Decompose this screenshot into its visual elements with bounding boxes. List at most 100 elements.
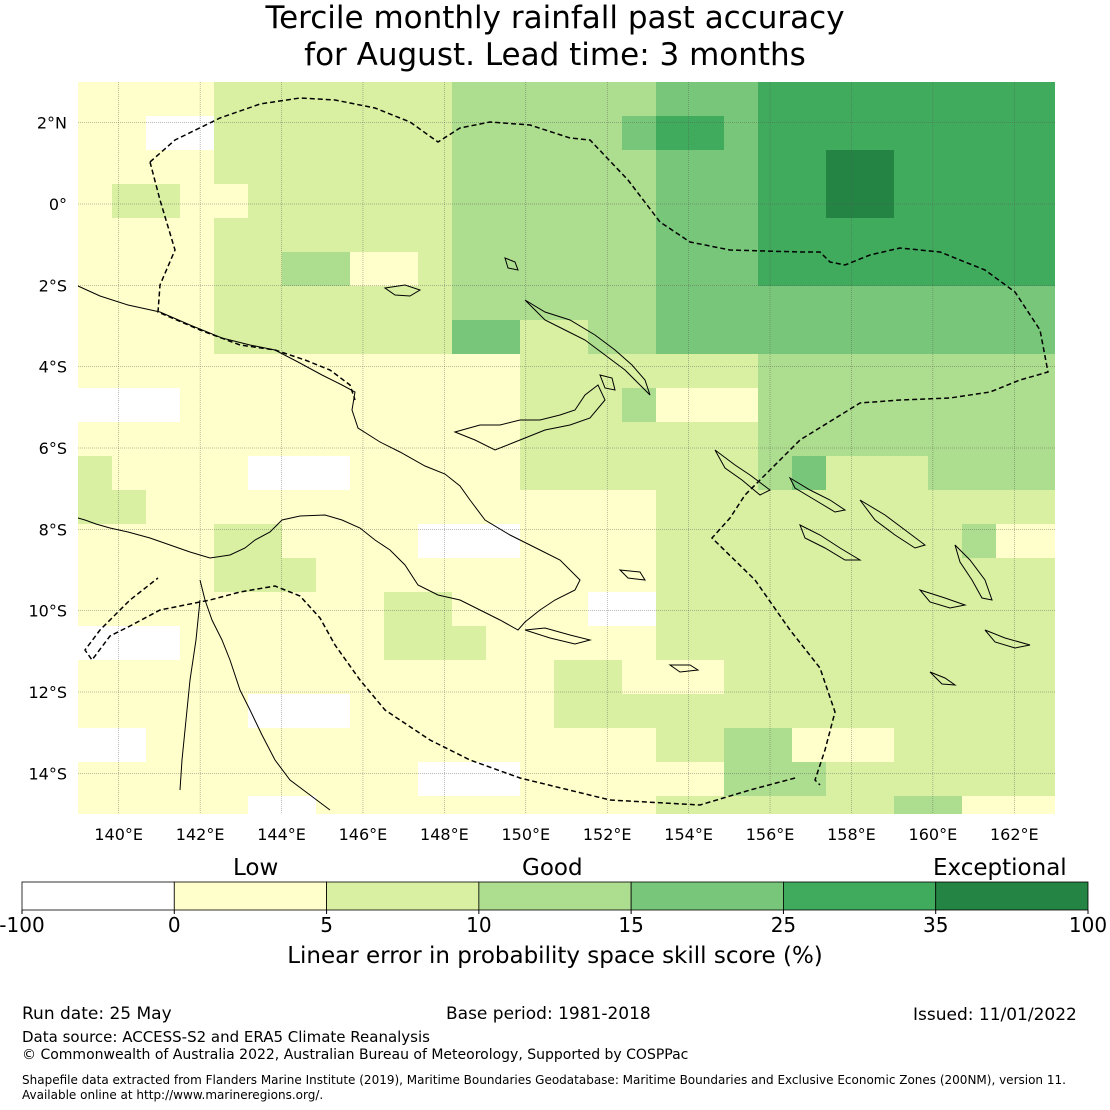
skill-cell <box>588 116 622 150</box>
colorbar-segment <box>326 881 480 911</box>
skill-cell <box>248 116 282 150</box>
skill-cell <box>690 490 724 524</box>
skill-cell <box>316 728 350 762</box>
skill-cell <box>860 252 894 286</box>
skill-cell <box>622 252 656 286</box>
skill-cell <box>214 252 248 286</box>
skill-cell <box>928 150 962 184</box>
base-period: Base period: 1981-2018 <box>446 1004 651 1024</box>
skill-cell <box>520 184 554 218</box>
skill-cell <box>146 354 180 388</box>
skill-cell <box>826 524 860 558</box>
skill-cell <box>112 82 146 116</box>
skill-cell <box>928 762 962 796</box>
skill-cell <box>588 320 622 354</box>
skill-cell <box>962 524 996 558</box>
skill-cell <box>180 422 214 456</box>
skill-cell <box>418 252 452 286</box>
skill-cell <box>588 456 622 490</box>
skill-cell <box>248 762 282 796</box>
latitude-tick-label: 4°S <box>39 358 67 377</box>
skill-cell <box>350 626 384 660</box>
skill-cell <box>588 524 622 558</box>
skill-cell <box>384 388 418 422</box>
skill-cell <box>792 728 826 762</box>
longitude-tick-label: 160°E <box>909 825 958 844</box>
skill-cell <box>826 388 860 422</box>
skill-cell <box>384 796 418 814</box>
skill-cell <box>996 82 1030 116</box>
skill-cell <box>248 150 282 184</box>
skill-cell <box>792 320 826 354</box>
skill-cell <box>1030 694 1055 728</box>
coastline-cape-york <box>199 579 331 811</box>
skill-cell <box>282 456 316 490</box>
skill-cell <box>554 286 588 320</box>
skill-cell <box>826 82 860 116</box>
skill-cell <box>894 660 928 694</box>
skill-cell <box>146 626 180 660</box>
longitude-tick-label: 140°E <box>94 825 143 844</box>
skill-cell <box>384 456 418 490</box>
skill-cell <box>1030 422 1055 456</box>
skill-cell <box>554 82 588 116</box>
longitude-tick-label: 142°E <box>176 825 225 844</box>
skill-cell <box>520 354 554 388</box>
skill-cell <box>894 524 928 558</box>
skill-cell <box>894 592 928 626</box>
skill-cell <box>452 218 486 252</box>
skill-cell <box>214 354 248 388</box>
skill-cell <box>622 354 656 388</box>
skill-cell <box>656 218 690 252</box>
skill-cell <box>690 762 724 796</box>
skill-cell <box>316 592 350 626</box>
skill-cell <box>452 320 486 354</box>
skill-cell <box>724 252 758 286</box>
skill-cell <box>180 388 214 422</box>
colorbar-segment <box>935 881 1089 911</box>
skill-cell <box>894 456 928 490</box>
skill-cell <box>758 660 792 694</box>
skill-cell <box>78 796 112 814</box>
skill-cell <box>282 388 316 422</box>
skill-cell <box>996 558 1030 592</box>
latitude-tick-label: 10°S <box>28 602 67 621</box>
skill-cell <box>758 286 792 320</box>
skill-cell <box>78 116 112 150</box>
skill-cell <box>928 184 962 218</box>
skill-cell <box>248 796 282 814</box>
skill-cell <box>962 286 996 320</box>
skill-cell <box>554 354 588 388</box>
skill-cell <box>384 252 418 286</box>
skill-cell <box>180 694 214 728</box>
skill-cell <box>520 728 554 762</box>
skill-cell <box>996 286 1030 320</box>
skill-cell <box>520 524 554 558</box>
skill-cell <box>486 320 520 354</box>
skill-cell <box>520 558 554 592</box>
skill-cell <box>520 660 554 694</box>
colorbar-segment <box>21 881 175 911</box>
colorbar-tick-label: 10 <box>466 913 492 937</box>
skill-cell <box>724 762 758 796</box>
skill-cell <box>316 286 350 320</box>
skill-cell <box>452 796 486 814</box>
skill-cell <box>316 422 350 456</box>
skill-cell <box>486 150 520 184</box>
colorbar-axis-label: Linear error in probability space skill … <box>287 943 823 969</box>
skill-cell <box>282 116 316 150</box>
skill-cell <box>690 150 724 184</box>
skill-cell <box>282 150 316 184</box>
skill-cell <box>452 286 486 320</box>
skill-cell <box>792 796 826 814</box>
skill-cell <box>894 286 928 320</box>
skill-cell <box>656 558 690 592</box>
skill-cell <box>656 592 690 626</box>
skill-cell <box>622 116 656 150</box>
skill-cell <box>894 82 928 116</box>
colorbar-tick-label: -100 <box>0 913 45 937</box>
skill-cell <box>656 762 690 796</box>
skill-cell <box>486 456 520 490</box>
skill-cell <box>826 762 860 796</box>
skill-cell <box>724 388 758 422</box>
